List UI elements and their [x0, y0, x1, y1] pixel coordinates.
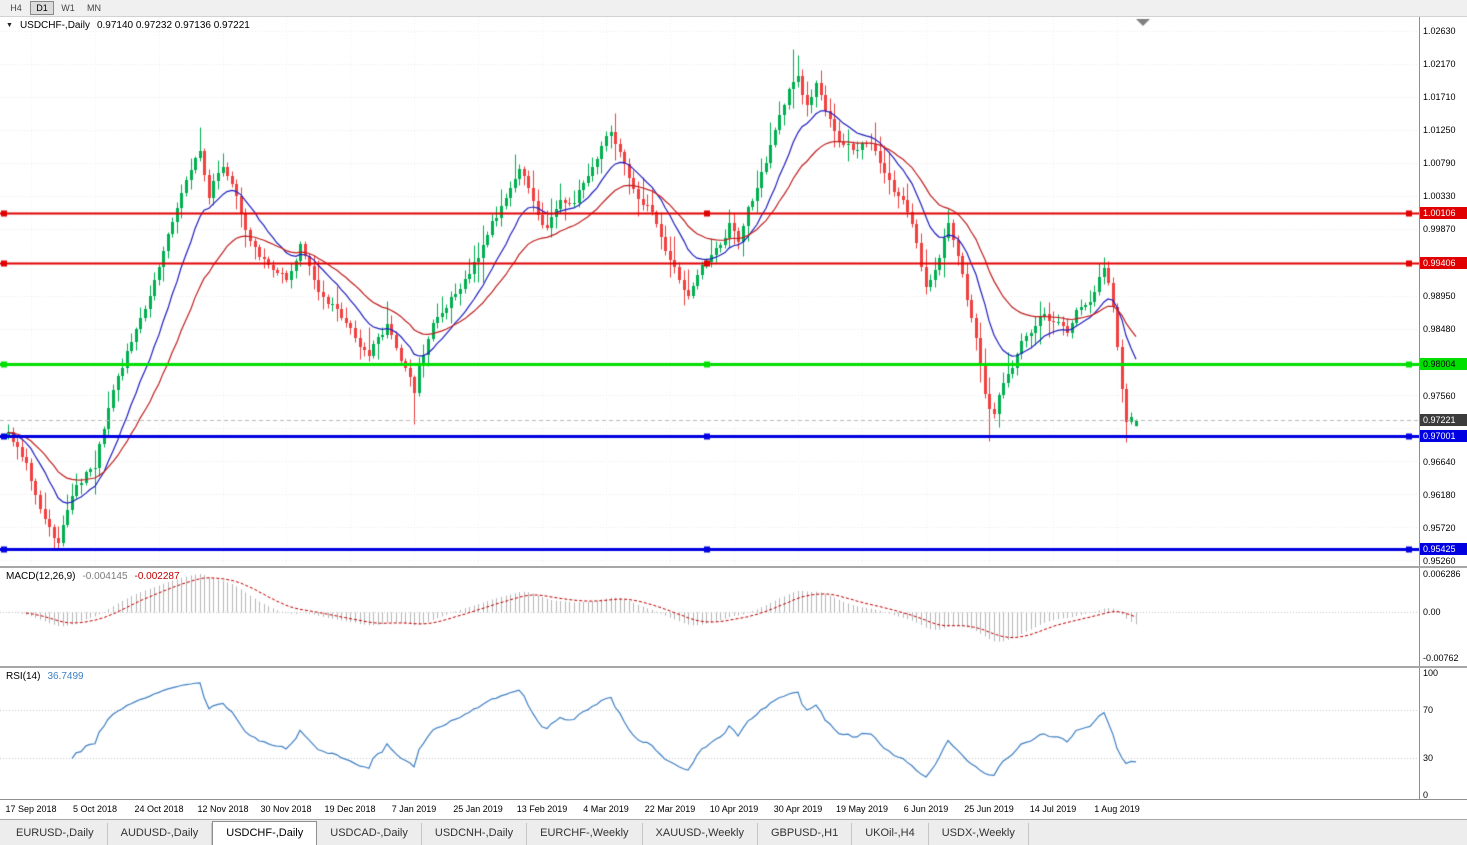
price-axis-label: 0.98950	[1423, 290, 1456, 301]
timeframe-button-w1[interactable]: W1	[56, 1, 80, 15]
chart-dropdown-icon[interactable]: ▼	[6, 22, 13, 29]
chart-ohlc-values: 0.97140 0.97232 0.97136 0.97221	[96, 20, 250, 31]
price-axis-label: 0.95720	[1423, 522, 1456, 533]
macd-axis-label: 0.00	[1423, 607, 1441, 617]
macd-indicator-label: MACD(12,26,9) -0.004145 -0.002287	[6, 571, 180, 582]
chart-tab-usdchf[interactable]: USDCHF-,Daily	[212, 821, 318, 845]
macd-main-value: -0.004145	[82, 571, 128, 582]
macd-signal-value: -0.002287	[134, 571, 180, 582]
rsi-axis-label: 100	[1423, 668, 1439, 678]
price-line-badge: 0.97221	[1420, 413, 1467, 426]
date-label: 19 May 2019	[835, 804, 889, 814]
date-label: 30 Apr 2019	[773, 804, 823, 814]
price-line-badge: 0.98004	[1420, 357, 1467, 370]
chart-tab-audusd[interactable]: AUDUSD-,Daily	[107, 823, 213, 845]
price-axis[interactable]: 1.02630 1.02170 1.01710 1.01250 1.00790 1.003…	[1419, 17, 1467, 800]
main-chart-canvas[interactable]	[0, 17, 1419, 566]
chart-window: ▼ USDCHF-,Daily 0.97140 0.97232 0.97136 …	[0, 17, 1467, 819]
price-axis-label: 0.98480	[1423, 324, 1456, 335]
rsi-indicator-label: RSI(14) 36.7499	[6, 671, 84, 682]
rsi-axis-label: 30	[1423, 753, 1434, 764]
date-label: 25 Jun 2019	[964, 804, 1014, 814]
price-line-badge: 0.97001	[1420, 429, 1467, 442]
date-label: 6 Jun 2019	[903, 804, 949, 814]
chart-tab-ukoil[interactable]: UKOil-,H4	[852, 823, 929, 845]
date-label: 30 Nov 2018	[260, 804, 312, 814]
date-label: 4 Mar 2019	[583, 804, 629, 814]
pane-separator-macd[interactable]	[0, 566, 1467, 568]
chart-tab-gbpusd[interactable]: GBPUSD-,H1	[757, 823, 853, 845]
date-label: 1 Aug 2019	[1094, 804, 1140, 814]
price-axis-label: 0.96180	[1423, 489, 1456, 500]
pane-separator-rsi[interactable]	[0, 666, 1467, 668]
price-axis-label: 1.00790	[1423, 158, 1456, 169]
chart-symbol-label: USDCHF-,Daily	[19, 20, 90, 31]
price-line-badge: 0.95425	[1420, 543, 1467, 556]
macd-name: MACD(12,26,9)	[6, 571, 76, 582]
date-label: 19 Dec 2018	[324, 804, 376, 814]
date-label: 25 Jan 2019	[453, 804, 503, 814]
macd-pane-canvas[interactable]	[0, 568, 1419, 666]
price-axis-label: 0.95260	[1423, 555, 1456, 566]
rsi-axis-label: 0	[1423, 790, 1429, 800]
date-label: 12 Nov 2018	[197, 804, 249, 814]
date-label: 13 Feb 2019	[516, 804, 568, 814]
date-label: 24 Oct 2018	[134, 804, 184, 814]
macd-axis-label: -0.00762	[1423, 653, 1459, 664]
price-axis-label: 1.02630	[1423, 26, 1456, 37]
date-label: 10 Apr 2019	[709, 804, 759, 814]
timeframe-button-d1[interactable]: D1	[30, 1, 54, 15]
price-axis-label: 0.97560	[1423, 390, 1456, 401]
timeframe-button-mn[interactable]: MN	[82, 1, 106, 15]
price-axis-label: 1.02170	[1423, 59, 1456, 70]
rsi-pane-canvas[interactable]	[0, 668, 1419, 799]
timeframe-toolbar: H4 D1 W1 MN	[0, 0, 1467, 17]
price-line-badge: 1.00106	[1420, 206, 1467, 219]
chart-tab-eurusd[interactable]: EURUSD-,Daily	[3, 823, 108, 845]
date-label: 22 Mar 2019	[644, 804, 696, 814]
price-axis-label: 0.96640	[1423, 456, 1456, 467]
macd-axis-label: 0.006286	[1423, 569, 1461, 579]
chart-tab-usdcad[interactable]: USDCAD-,Daily	[317, 823, 422, 845]
rsi-name: RSI(14)	[6, 671, 41, 682]
timeframe-button-h4[interactable]: H4	[4, 1, 28, 15]
price-axis-label: 1.01250	[1423, 125, 1456, 136]
chart-tab-eurchf[interactable]: EURCHF-,Weekly	[527, 823, 643, 845]
rsi-value: 36.7499	[47, 671, 84, 682]
chart-title: ▼ USDCHF-,Daily 0.97140 0.97232 0.97136 …	[6, 20, 250, 31]
time-axis[interactable]: 17 Sep 2018 5 Oct 2018 24 Oct 2018 12 Nov 2…	[0, 799, 1467, 819]
date-label: 14 Jul 2019	[1029, 804, 1077, 814]
date-label: 5 Oct 2018	[72, 804, 118, 814]
date-label: 7 Jan 2019	[391, 804, 437, 814]
price-line-badge: 0.99406	[1420, 256, 1467, 269]
chart-tab-usdx[interactable]: USDX-,Weekly	[928, 823, 1029, 845]
price-axis-label: 0.99870	[1423, 224, 1456, 235]
chart-tab-xauusd[interactable]: XAUUSD-,Weekly	[642, 823, 758, 845]
price-axis-label: 1.00330	[1423, 191, 1456, 202]
price-axis-label: 1.01710	[1423, 92, 1456, 103]
date-label: 17 Sep 2018	[5, 804, 57, 814]
chart-tab-usdcnh[interactable]: USDCNH-,Daily	[421, 823, 528, 845]
chart-tab-bar: EURUSD-,Daily AUDUSD-,Daily USDCHF-,Daily U…	[0, 819, 1467, 845]
rsi-axis-label: 70	[1423, 704, 1434, 715]
